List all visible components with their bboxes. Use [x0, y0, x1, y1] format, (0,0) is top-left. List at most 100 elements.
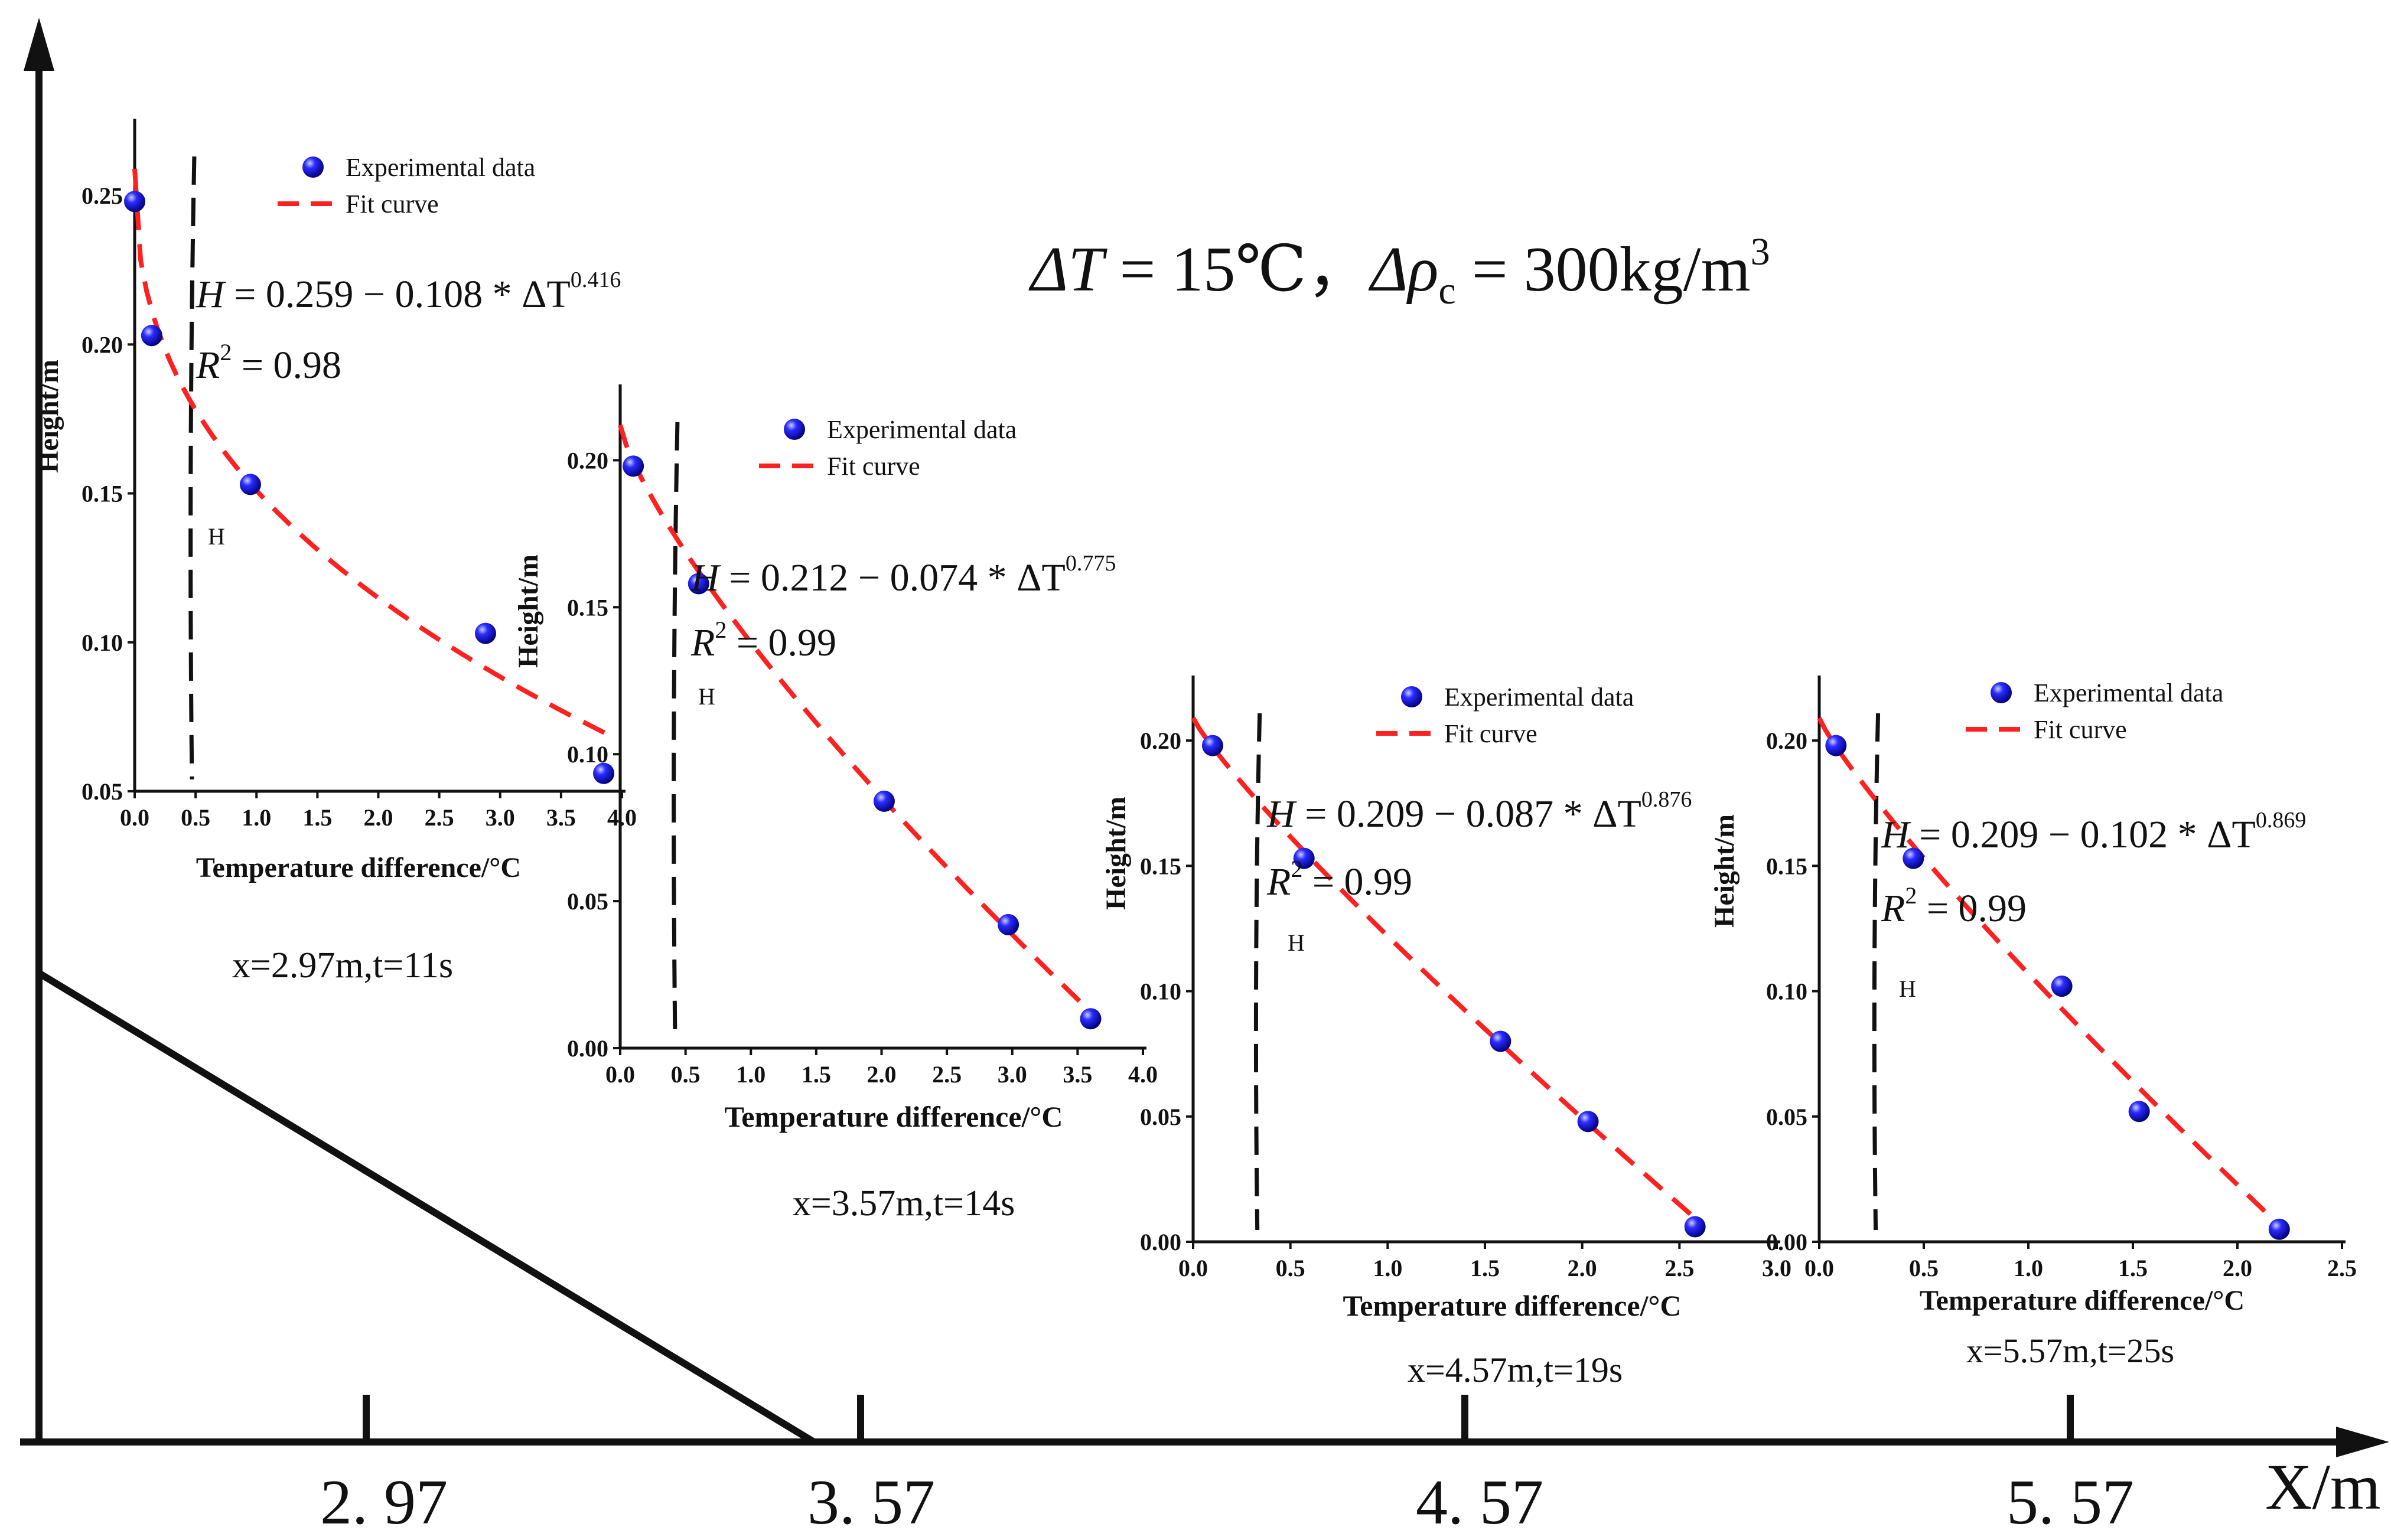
x-axis-label: Temperature difference/°C [724, 1100, 1063, 1133]
h-boundary-line [1872, 713, 1881, 1231]
equation-lhs: H [196, 273, 226, 316]
legend: Experimental data Fit curve [759, 415, 1017, 481]
inset-chart-3: 0.0 0.5 1.0 1.5 2.0 2.5 3.0 0.00 0.05 0.10 0.15 0.2… [1100, 676, 1791, 1389]
legend: Experimental data Fit curve [278, 153, 535, 218]
x-tick-label: 3.5 [1063, 1061, 1092, 1088]
y-axis-label: Height/m [1100, 797, 1132, 910]
x-tick-label: 0.5 [181, 804, 210, 831]
legend: Experimental data Fit curve [1376, 683, 1634, 748]
x-tick-label: 0.0 [1804, 1255, 1834, 1281]
r-squared-symbol: R [1266, 860, 1291, 903]
r-squared: R2 = 0.98 [196, 339, 341, 387]
y-tick-label: 0.20 [567, 447, 608, 474]
legend-label-points: Experimental data [346, 153, 535, 182]
x-tick-label: 3.5 [546, 804, 576, 831]
r-squared-value: = 0.99 [1302, 860, 1412, 903]
x-tick-label: 2.0 [2223, 1255, 2252, 1281]
r-squared-value: = 0.99 [727, 621, 836, 664]
data-point [1490, 1030, 1512, 1052]
r-squared-sup: 2 [1291, 856, 1302, 882]
y-tick-label: 0.20 [1140, 727, 1181, 754]
chart-caption: x=2.97m,t=11s [232, 945, 453, 986]
h-boundary-line [672, 422, 680, 1037]
inset-chart-1: 0.0 0.5 1.0 1.5 2.0 2.5 3.0 3.5 4.0 0.05 0.10 0.15 0… [33, 119, 637, 986]
data-point [688, 573, 709, 595]
equation-exponent: 0.876 [1641, 787, 1692, 812]
x-tick-label: 0.0 [605, 1061, 635, 1088]
r-squared: R2 = 0.99 [1266, 856, 1412, 903]
equation-exponent: 0.775 [1066, 551, 1116, 576]
equation-body: = 0.209 − 0.087 * ΔT [1295, 792, 1641, 836]
r-squared: R2 = 0.99 [690, 616, 836, 664]
x-tick-label: 0.0 [120, 804, 149, 831]
r-squared-sup: 2 [220, 339, 232, 366]
inset-chart-4: 0.0 0.5 1.0 1.5 2.0 2.5 0.00 0.05 0.10 0.15 0.20 Te… [1709, 676, 2357, 1370]
y-tick-label: 0.05 [567, 888, 608, 915]
data-point [475, 622, 496, 644]
legend-marker-points [784, 419, 805, 440]
x-tick-label: 3.0 [998, 1061, 1027, 1088]
equation-exponent: 0.416 [571, 267, 621, 292]
x-tick-label: 2.5 [2327, 1255, 2357, 1281]
data-point [2268, 1218, 2290, 1240]
x-tick-label: 1.5 [1470, 1255, 1500, 1281]
equation-exponent: 0.869 [2256, 808, 2307, 833]
main-x-axis-arrow [2336, 1427, 2389, 1457]
main-x-tick-label-4: 5. 57 [2006, 1467, 2134, 1538]
y-tick-label: 0.10 [1766, 978, 1807, 1005]
legend-marker-points [302, 156, 324, 178]
inset-charts: 0.0 0.5 1.0 1.5 2.0 2.5 3.0 3.5 4.0 0.05 0.10 0.15 0… [33, 119, 2357, 1389]
x-tick-label: 1.0 [1373, 1255, 1402, 1281]
x-tick-label: 3.0 [486, 804, 515, 831]
chart-caption: x=3.57m,t=14s [793, 1183, 1015, 1223]
fit-curve [618, 424, 1095, 1016]
x-tick-label: 2.5 [932, 1061, 962, 1088]
r-squared-symbol: R [1881, 887, 1905, 930]
y-axis-label: Height/m [513, 554, 544, 668]
fit-curve [1191, 716, 1701, 1223]
y-axis-label: Height/m [1709, 814, 1740, 928]
x-tick-label: 4.0 [1128, 1061, 1158, 1088]
x-tick-label: 2.0 [867, 1061, 897, 1088]
x-axis-label: Temperature difference/°C [1343, 1289, 1681, 1322]
fit-curve [1817, 717, 2285, 1231]
main-y-axis [24, 18, 54, 1442]
x-tick-label: 3.0 [1762, 1255, 1791, 1281]
fit-equation: H = 0.209 − 0.087 * ΔT0.876 [1266, 787, 1692, 836]
y-tick-label: 0.10 [567, 741, 608, 768]
main-y-axis-arrow [24, 18, 54, 71]
r-squared-sup: 2 [1905, 882, 1917, 909]
data-point [1293, 847, 1315, 869]
x-tick-label: 2.0 [364, 804, 393, 831]
y-tick-label: 0.15 [567, 594, 608, 621]
main-x-tick-label-1: 2. 97 [320, 1467, 448, 1538]
y-tick-label: 0.05 [82, 778, 123, 805]
legend-marker-points [1401, 686, 1422, 707]
y-axis-label: Height/m [33, 360, 64, 473]
x-tick-label: 1.5 [2118, 1255, 2148, 1281]
data-point [2051, 975, 2073, 997]
equation-body: = 0.209 − 0.102 * ΔT [1910, 813, 2256, 856]
legend-label-points: Experimental data [2034, 678, 2223, 707]
main-x-axis-label: X/m [2265, 1451, 2381, 1523]
chart-caption: x=4.57m,t=19s [1408, 1350, 1623, 1389]
y-tick-label: 0.05 [1766, 1104, 1807, 1130]
y-tick-label: 0.25 [82, 182, 123, 209]
x-axis-label: Temperature difference/°C [1920, 1285, 2245, 1316]
x-tick-label: 1.5 [302, 804, 332, 831]
fit-equation: H = 0.209 − 0.102 * ΔT0.869 [1881, 808, 2306, 856]
equation-lhs: H [690, 556, 721, 599]
x-tick-label: 2.0 [1568, 1255, 1597, 1281]
legend-label-points: Experimental data [827, 415, 1017, 444]
data-point [623, 455, 644, 477]
legend-marker-points [1991, 682, 2012, 703]
chart-caption: x=5.57m,t=25s [1966, 1332, 2174, 1370]
data-point [1577, 1111, 1599, 1133]
r-squared-value: = 0.98 [232, 344, 341, 387]
r-squared-value: = 0.99 [1917, 887, 2027, 930]
equation-body: = 0.212 − 0.074 * ΔT [719, 556, 1066, 599]
y-tick-label: 0.00 [1766, 1229, 1807, 1255]
data-point [1201, 735, 1223, 756]
main-x-axis: 2. 97 3. 57 4. 57 5. 57 X/m [20, 1395, 2389, 1538]
